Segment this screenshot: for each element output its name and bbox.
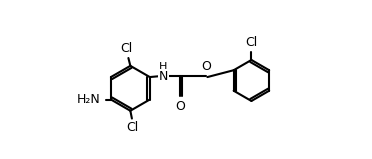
Text: H₂N: H₂N <box>76 93 100 106</box>
Text: Cl: Cl <box>126 121 138 135</box>
Text: Cl: Cl <box>245 36 257 49</box>
Text: Cl: Cl <box>120 42 132 55</box>
Text: N: N <box>159 70 168 83</box>
Text: O: O <box>202 60 211 73</box>
Text: O: O <box>175 100 185 113</box>
Text: H: H <box>159 62 168 72</box>
